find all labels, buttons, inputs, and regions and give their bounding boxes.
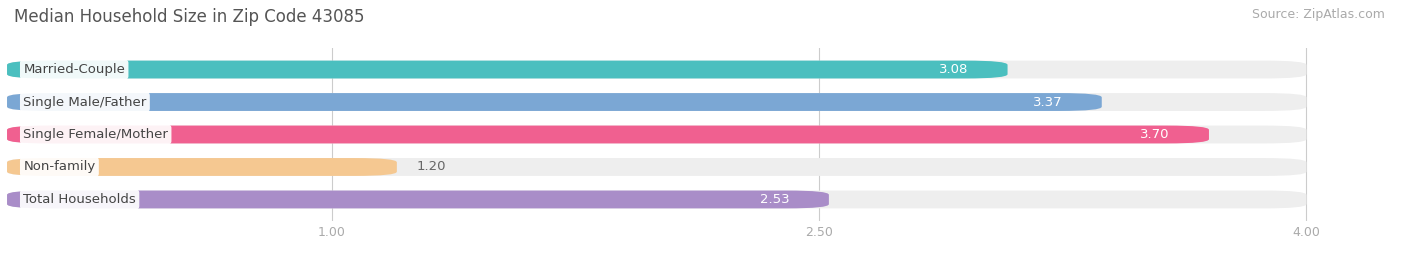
FancyBboxPatch shape — [7, 93, 1306, 111]
Text: 2.53: 2.53 — [761, 193, 790, 206]
FancyBboxPatch shape — [7, 61, 1008, 79]
Text: Married-Couple: Married-Couple — [24, 63, 125, 76]
FancyBboxPatch shape — [7, 190, 1306, 208]
Text: Single Female/Mother: Single Female/Mother — [24, 128, 169, 141]
FancyBboxPatch shape — [7, 158, 396, 176]
FancyBboxPatch shape — [7, 93, 1102, 111]
FancyBboxPatch shape — [7, 126, 1306, 143]
Text: 1.20: 1.20 — [416, 161, 446, 174]
Text: 3.70: 3.70 — [1140, 128, 1170, 141]
Text: Source: ZipAtlas.com: Source: ZipAtlas.com — [1251, 8, 1385, 21]
Text: Single Male/Father: Single Male/Father — [24, 95, 146, 108]
FancyBboxPatch shape — [7, 126, 1209, 143]
Text: Total Households: Total Households — [24, 193, 136, 206]
FancyBboxPatch shape — [7, 61, 1306, 79]
Text: Non-family: Non-family — [24, 161, 96, 174]
FancyBboxPatch shape — [7, 158, 1306, 176]
Text: Median Household Size in Zip Code 43085: Median Household Size in Zip Code 43085 — [14, 8, 364, 26]
FancyBboxPatch shape — [7, 190, 830, 208]
Text: 3.37: 3.37 — [1033, 95, 1063, 108]
Text: 3.08: 3.08 — [939, 63, 969, 76]
